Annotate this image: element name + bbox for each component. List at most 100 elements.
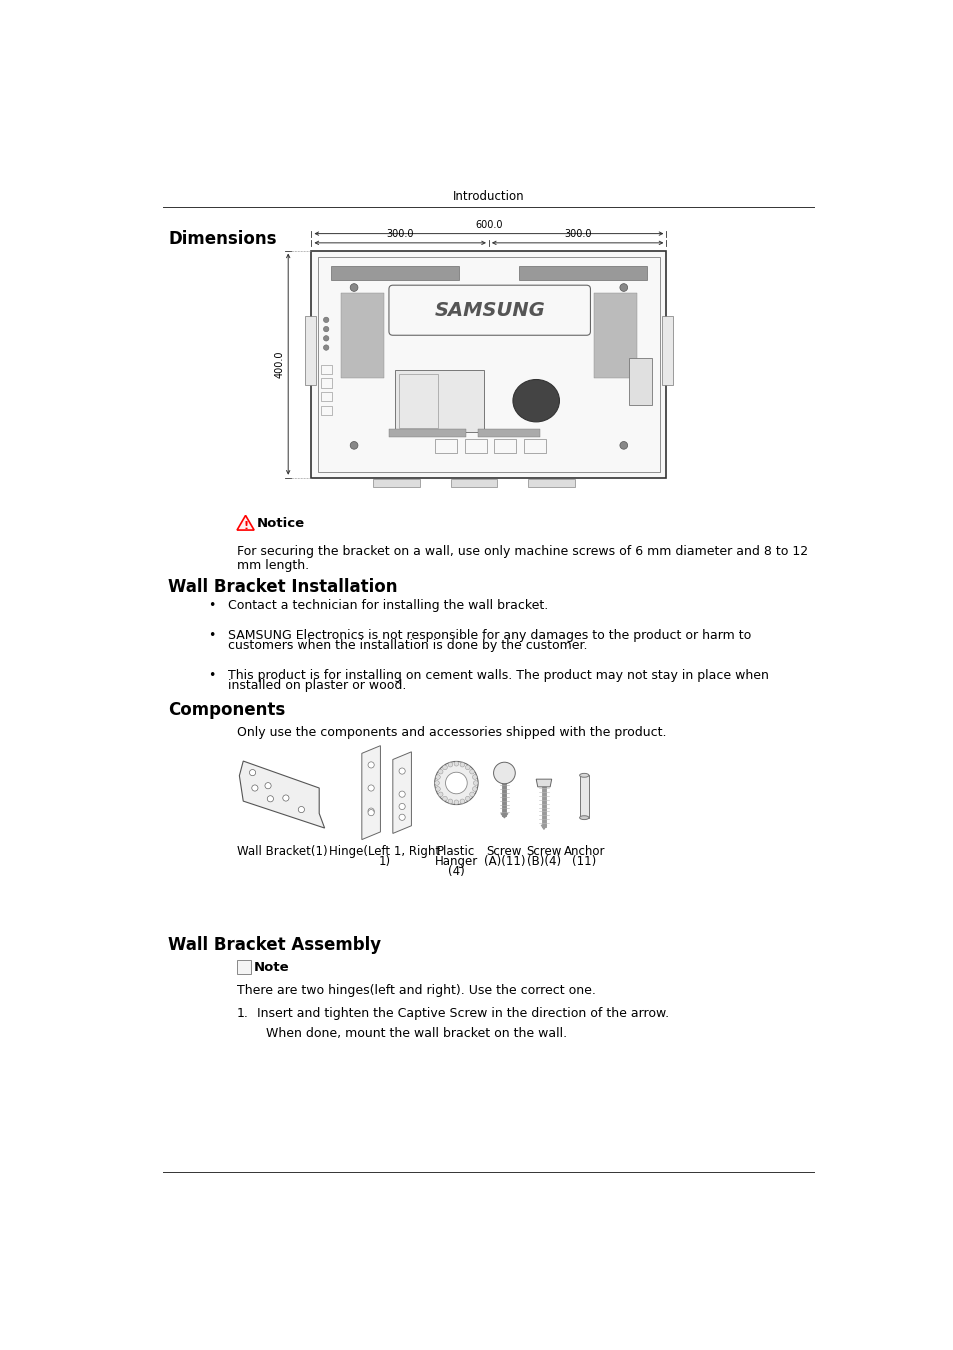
Bar bbox=[389, 429, 466, 437]
Ellipse shape bbox=[579, 815, 588, 819]
Circle shape bbox=[368, 809, 374, 814]
Bar bbox=[236, 960, 251, 975]
Text: (B)(4): (B)(4) bbox=[526, 855, 560, 868]
Text: SAMSUNG: SAMSUNG bbox=[434, 301, 544, 320]
Bar bbox=[320, 378, 332, 387]
Circle shape bbox=[435, 780, 439, 786]
Text: 1.: 1. bbox=[236, 1007, 249, 1019]
Circle shape bbox=[454, 801, 458, 805]
Circle shape bbox=[459, 799, 464, 803]
Circle shape bbox=[265, 783, 271, 788]
Bar bbox=[528, 479, 575, 487]
Text: Wall Bracket(1): Wall Bracket(1) bbox=[236, 845, 327, 859]
Text: Components: Components bbox=[168, 701, 285, 720]
Text: (4): (4) bbox=[448, 865, 464, 878]
Circle shape bbox=[438, 769, 442, 774]
Circle shape bbox=[249, 769, 255, 776]
Circle shape bbox=[323, 327, 329, 332]
Text: When done, mount the wall bracket on the wall.: When done, mount the wall bracket on the… bbox=[266, 1027, 567, 1040]
Text: Wall Bracket Installation: Wall Bracket Installation bbox=[168, 578, 397, 595]
Bar bbox=[523, 439, 545, 454]
Bar bbox=[320, 393, 332, 401]
Circle shape bbox=[472, 775, 476, 779]
Bar bbox=[373, 479, 419, 487]
Circle shape bbox=[465, 796, 470, 801]
Ellipse shape bbox=[513, 379, 558, 421]
Text: 300.0: 300.0 bbox=[563, 230, 591, 239]
Bar bbox=[395, 370, 484, 432]
Text: installed on plaster or wood.: installed on plaster or wood. bbox=[228, 679, 406, 693]
Polygon shape bbox=[393, 752, 411, 833]
Circle shape bbox=[368, 761, 374, 768]
Circle shape bbox=[442, 796, 447, 801]
Circle shape bbox=[445, 772, 467, 794]
Text: There are two hinges(left and right). Use the correct one.: There are two hinges(left and right). Us… bbox=[236, 984, 596, 996]
Circle shape bbox=[454, 761, 458, 765]
Text: !: ! bbox=[243, 521, 248, 531]
Polygon shape bbox=[239, 761, 324, 828]
Text: Hanger: Hanger bbox=[435, 855, 477, 868]
Polygon shape bbox=[236, 516, 253, 531]
Circle shape bbox=[436, 775, 440, 779]
Circle shape bbox=[368, 784, 374, 791]
Circle shape bbox=[323, 317, 329, 323]
Text: (11): (11) bbox=[572, 855, 596, 868]
Text: Screw: Screw bbox=[526, 845, 561, 859]
Text: 300.0: 300.0 bbox=[386, 230, 414, 239]
Circle shape bbox=[398, 791, 405, 798]
Text: Dimensions: Dimensions bbox=[168, 230, 276, 248]
Circle shape bbox=[619, 284, 627, 292]
Polygon shape bbox=[536, 779, 551, 787]
Text: Contact a technician for installing the wall bracket.: Contact a technician for installing the … bbox=[228, 599, 547, 613]
Circle shape bbox=[448, 799, 453, 803]
Bar bbox=[398, 374, 437, 428]
Text: Notice: Notice bbox=[257, 517, 305, 529]
Bar bbox=[464, 439, 486, 454]
Text: customers when the installation is done by the customer.: customers when the installation is done … bbox=[228, 640, 587, 652]
Text: Screw: Screw bbox=[486, 845, 521, 859]
Circle shape bbox=[435, 761, 477, 805]
Text: 600.0: 600.0 bbox=[475, 220, 502, 230]
Bar bbox=[435, 439, 456, 454]
Bar bbox=[477, 429, 539, 437]
Circle shape bbox=[459, 763, 464, 767]
Text: Hinge(Left 1, Right: Hinge(Left 1, Right bbox=[329, 845, 439, 859]
Circle shape bbox=[398, 768, 405, 774]
Circle shape bbox=[469, 792, 474, 796]
Bar bbox=[451, 479, 497, 487]
Text: Wall Bracket Assembly: Wall Bracket Assembly bbox=[168, 936, 381, 954]
Bar bbox=[320, 406, 332, 416]
Circle shape bbox=[473, 780, 477, 786]
Bar bbox=[311, 251, 666, 478]
Circle shape bbox=[469, 769, 474, 774]
Circle shape bbox=[398, 803, 405, 810]
Circle shape bbox=[472, 787, 476, 791]
Bar bbox=[594, 293, 637, 378]
Circle shape bbox=[252, 784, 257, 791]
Bar bbox=[320, 364, 332, 374]
Circle shape bbox=[350, 441, 357, 450]
Bar bbox=[317, 256, 659, 471]
Bar bbox=[661, 316, 672, 385]
Circle shape bbox=[282, 795, 289, 801]
Text: Only use the components and accessories shipped with the product.: Only use the components and accessories … bbox=[236, 726, 666, 738]
Text: (A)(11): (A)(11) bbox=[483, 855, 524, 868]
Circle shape bbox=[448, 763, 453, 767]
Text: For securing the bracket on a wall, use only machine screws of 6 mm diameter and: For securing the bracket on a wall, use … bbox=[236, 545, 807, 559]
Text: •: • bbox=[209, 668, 215, 682]
Ellipse shape bbox=[579, 774, 588, 778]
Circle shape bbox=[436, 787, 440, 791]
Circle shape bbox=[323, 344, 329, 350]
Circle shape bbox=[438, 792, 442, 796]
Text: SAMSUNG Electronics is not responsible for any damages to the product or harm to: SAMSUNG Electronics is not responsible f… bbox=[228, 629, 750, 641]
Text: Anchor: Anchor bbox=[563, 845, 604, 859]
Polygon shape bbox=[361, 745, 380, 840]
Bar bbox=[579, 775, 588, 818]
Bar bbox=[494, 439, 516, 454]
Text: 400.0: 400.0 bbox=[274, 351, 284, 378]
Bar bbox=[331, 266, 458, 279]
Text: This product is for installing on cement walls. The product may not stay in plac: This product is for installing on cement… bbox=[228, 668, 768, 682]
Circle shape bbox=[350, 284, 357, 292]
Bar bbox=[629, 358, 652, 405]
Circle shape bbox=[619, 441, 627, 450]
